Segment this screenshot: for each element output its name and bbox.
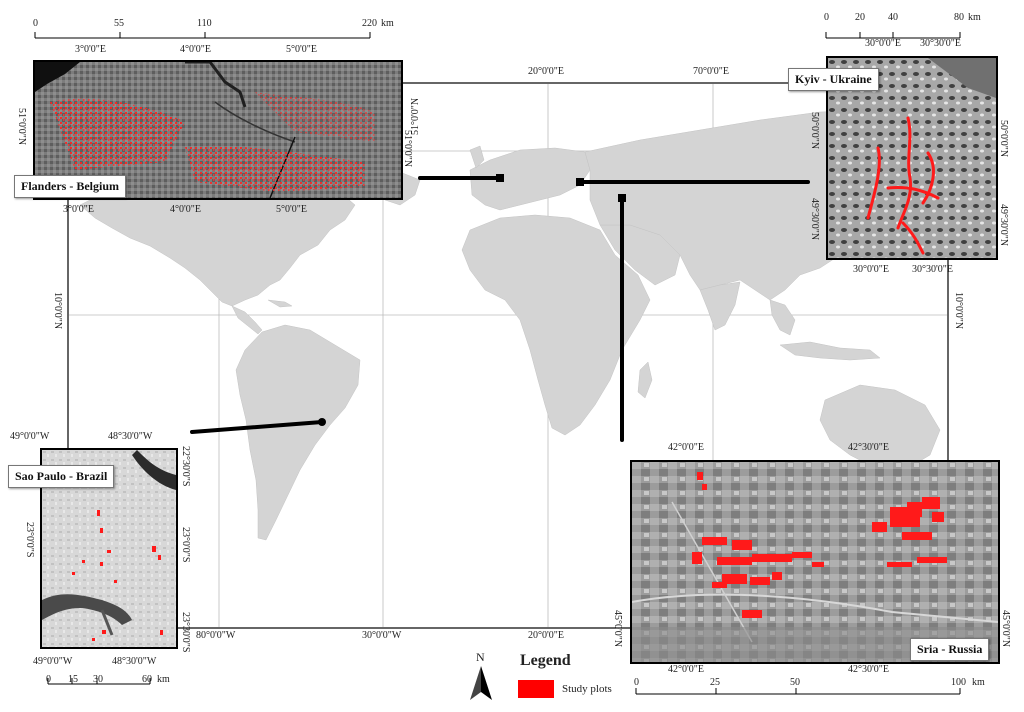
- connector-ends: [318, 174, 626, 426]
- graticule-label-top-20e: 20°0'0"E: [528, 66, 564, 77]
- graticule-label-bottom-80w: 80°0'0"W: [196, 630, 236, 641]
- indonesia-land: [779, 341, 881, 361]
- sria-imagery: [632, 462, 998, 662]
- saopaulo-scale-tick-60: 60: [142, 674, 152, 685]
- saopaulo-right-label-2230s: 22°30'0"S: [180, 446, 191, 487]
- kyiv-left-label-50n: 50°0'0"N: [809, 112, 820, 150]
- saopaulo-name-label: Sao Paulo - Brazil: [8, 465, 115, 488]
- sria-top-label-42e: 42°0'0"E: [668, 442, 704, 453]
- sria-scale-tick-0: 0: [634, 677, 639, 688]
- flanders-left-label-51n: 51°0'0"N: [16, 108, 27, 146]
- sria-scale-tick-25: 25: [710, 677, 720, 688]
- saopaulo-scale-tick-30: 30: [93, 674, 103, 685]
- kyiv-left-label-4930n: 49°30'0"N: [809, 198, 820, 241]
- sria-right-label-45n: 45°0'0"N: [1000, 610, 1011, 648]
- flanders-scale-tick-110: 110: [197, 18, 212, 29]
- graticule-label-right-10n: 10°0'0"N: [953, 292, 964, 330]
- sria-bottom-label-42e: 42°0'0"E: [668, 664, 704, 675]
- caribbean-land: [267, 299, 293, 308]
- uk-land: [469, 145, 485, 169]
- kyiv-scale-tick-0: 0: [824, 12, 829, 23]
- flanders-scale-tick-55: 55: [114, 18, 124, 29]
- saopaulo-bottom-label-49w: 49°0'0"W: [33, 656, 73, 667]
- kyiv-scale-tick-40: 40: [888, 12, 898, 23]
- flanders-bottom-label-3e: 3°0'0"E: [63, 204, 94, 215]
- flanders-bottom-label-5e: 5°0'0"E: [276, 204, 307, 215]
- flanders-scale-unit: km: [381, 18, 394, 29]
- flanders-scale-bar: [34, 32, 371, 39]
- southeast-asia-land: [769, 299, 796, 336]
- legend-title: Legend: [520, 652, 571, 669]
- kyiv-right-label-50n: 50°0'0"N: [998, 120, 1009, 158]
- sria-left-label-45n: 45°0'0"N: [612, 610, 623, 648]
- sria-top-label-4230e: 42°30'0"E: [848, 442, 889, 453]
- sria-scale-tick-50: 50: [790, 677, 800, 688]
- saopaulo-right-label-23s: 23°0'0"S: [180, 527, 191, 563]
- madagascar-land: [637, 361, 653, 399]
- graticule-label-bottom-30w: 30°0'0"W: [362, 630, 402, 641]
- sria-inset-map: [630, 460, 1000, 664]
- kyiv-scale-tick-80: 80: [954, 12, 964, 23]
- connector-sria-end: [618, 194, 626, 202]
- central-america-land: [231, 305, 263, 335]
- sria-scale-bar: [635, 688, 961, 695]
- kyiv-top-label-30e: 30°0'0"E: [865, 38, 901, 49]
- graticule-label-left-10n: 10°0'0"N: [52, 292, 63, 330]
- saopaulo-scale-tick-15: 15: [68, 674, 78, 685]
- kyiv-name-label: Kyiv - Ukraine: [788, 68, 879, 91]
- saopaulo-scale-unit: km: [157, 674, 170, 685]
- kyiv-bottom-label-30e: 30°0'0"E: [853, 264, 889, 275]
- flanders-scale-tick-220: 220: [362, 18, 377, 29]
- saopaulo-bottom-label-4830w: 48°30'0"W: [112, 656, 157, 667]
- connector-kyiv-end: [576, 178, 584, 186]
- flanders-scale-tick-0: 0: [33, 18, 38, 29]
- kyiv-right-label-4930n: 49°30'0"N: [998, 204, 1009, 247]
- legend-label-study-plots: Study plots: [562, 683, 612, 695]
- africa-land: [461, 214, 651, 436]
- graticule-label-bottom-20e: 20°0'0"E: [528, 630, 564, 641]
- south-america-land: [235, 324, 361, 541]
- sria-bottom-label-4230e: 42°30'0"E: [848, 664, 889, 675]
- flanders-top-label-4e: 4°0'0"E: [180, 44, 211, 55]
- sria-name-label: Sria - Russia: [910, 638, 990, 661]
- saopaulo-right-label-2330s: 23°30'0"S: [180, 612, 191, 653]
- saopaulo-top-label-49w: 49°0'0"W: [10, 431, 50, 442]
- connector-saopaulo: [190, 420, 324, 434]
- flanders-right-label-51n: 51°0'0"N: [402, 130, 413, 168]
- saopaulo-left-label-23s: 23°0'0"S: [24, 522, 35, 558]
- legend-swatch-study-plots: [518, 680, 554, 698]
- india-land: [699, 281, 741, 331]
- flanders-top-label-3e: 3°0'0"E: [75, 44, 106, 55]
- flanders-bottom-label-4e: 4°0'0"E: [170, 204, 201, 215]
- connector-lines: [190, 176, 810, 442]
- connector-saopaulo-end: [318, 418, 326, 426]
- saopaulo-scale-bar: [47, 678, 151, 685]
- sria-scale-tick-100: 100: [951, 677, 966, 688]
- kyiv-scale-tick-20: 20: [855, 12, 865, 23]
- graticule-label-top-70e: 70°0'0"E: [693, 66, 729, 77]
- kyiv-top-label-3030e: 30°30'0"E: [920, 38, 961, 49]
- europe-land: [469, 147, 591, 211]
- kyiv-imagery: [828, 58, 996, 258]
- north-arrow-icon: [470, 666, 492, 700]
- saopaulo-scale-tick-0: 0: [46, 674, 51, 685]
- saopaulo-top-label-4830w: 48°30'0"W: [108, 431, 153, 442]
- flanders-top-label-5e: 5°0'0"E: [286, 44, 317, 55]
- flanders-name-label: Flanders - Belgium: [14, 175, 126, 198]
- connector-flanders-end: [496, 174, 504, 182]
- sria-scale-unit: km: [972, 677, 985, 688]
- kyiv-bottom-label-3030e: 30°30'0"E: [912, 264, 953, 275]
- kyiv-scale-unit: km: [968, 12, 981, 23]
- kyiv-scale-bar: [825, 32, 961, 39]
- north-arrow-label: N: [476, 650, 485, 664]
